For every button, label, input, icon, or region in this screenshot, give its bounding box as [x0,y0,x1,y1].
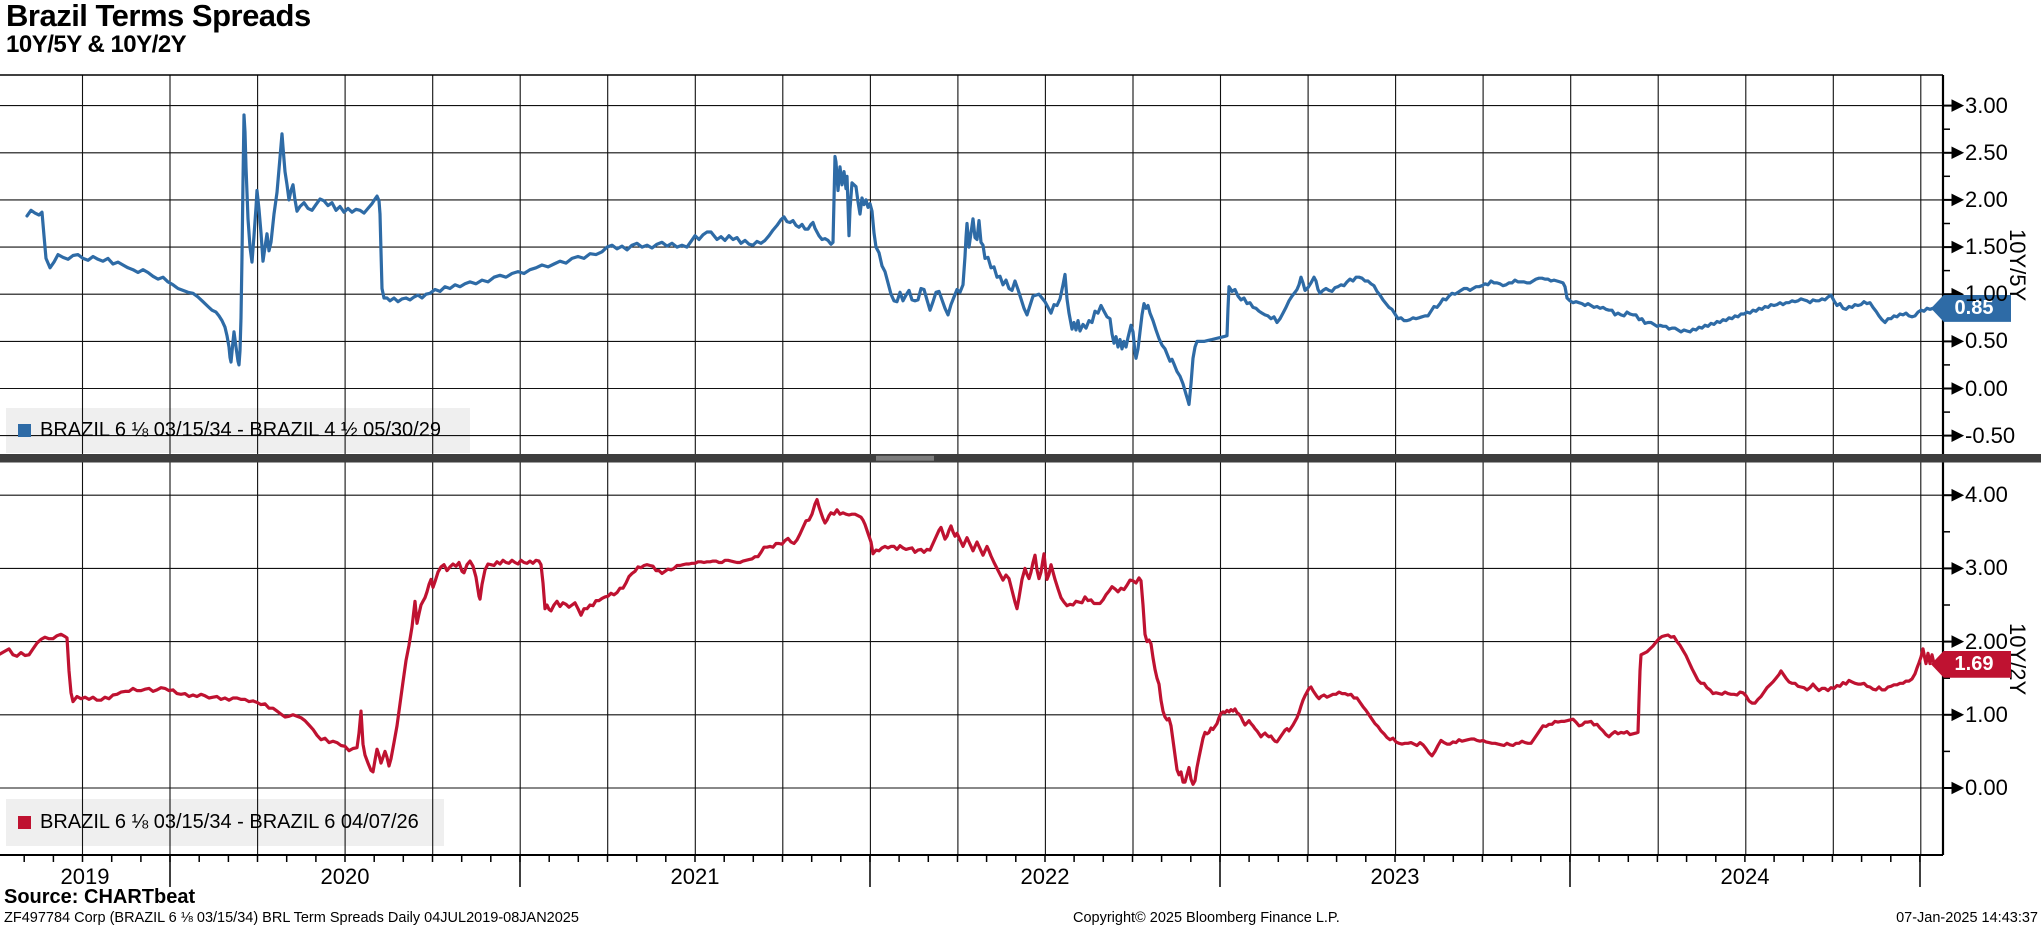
red-series-swatch-icon [18,816,31,829]
gridlines [0,75,1943,855]
y-tick-label: 1.50 [1965,234,2008,260]
legend-10y5y[interactable]: BRAZIL 6 ⅛ 03/15/34 - BRAZIL 4 ½ 05/30/2… [14,408,445,453]
legend-10y5y-label: BRAZIL 6 ⅛ 03/15/34 - BRAZIL 4 ½ 05/30/2… [40,419,441,441]
y-tick-label: 2.00 [1965,628,2008,654]
tick-arrow-icon [1951,781,1965,795]
axis-title-10y5y: 10Y/5Y [2005,228,2030,302]
panel-divider [0,454,2041,463]
axes [0,74,1965,887]
security-info-line: ZF497784 Corp (BRAZIL 6 ⅛ 03/15/34) BRL … [4,910,579,926]
x-year-label: 2023 [1370,864,1420,889]
tick-arrow-icon [1951,708,1965,722]
y-tick-label: -0.50 [1965,422,2016,448]
copyright-label: Copyright© 2025 Bloomberg Finance L.P. [1073,910,1340,926]
y-tick-label: 0.00 [1965,775,2008,800]
tick-arrow-icon [1951,382,1965,395]
legend-background [6,408,470,453]
y-tick-label: 1.00 [1965,281,2008,307]
x-year-label: 2021 [670,864,720,889]
tick-arrow-icon [1951,488,1965,502]
tick-arrow-icon [1951,335,1965,348]
tick-arrow-icon [1951,429,1965,442]
legend-10y2y[interactable]: BRAZIL 6 ⅛ 03/15/34 - BRAZIL 6 04/07/26 [14,800,423,845]
panel-divider-handle[interactable] [876,455,934,461]
legend-10y2y-label: BRAZIL 6 ⅛ 03/15/34 - BRAZIL 6 04/07/26 [40,811,419,833]
tick-arrow-icon [1951,562,1965,575]
tick-arrow-icon [1951,193,1965,207]
tick-arrow-icon [1951,240,1965,254]
timestamp-label: 07-Jan-2025 14:43:37 [1896,910,2038,926]
last-value-badge-10y2y: 1.69 [1931,650,2011,678]
series-line-10y2y [0,498,1938,786]
page-subtitle: 10Y/5Y & 10Y/2Y [6,31,187,58]
x-year-label: 2020 [320,864,370,889]
blue-series-swatch-icon [18,424,31,437]
series-line-10y5y [25,113,1938,407]
source-label: Source: CHARTbeat [4,886,196,908]
y-tick-label: 2.50 [1965,139,2008,165]
y-tick-label: 1.00 [1965,701,2008,727]
y-tick-label: 0.00 [1965,375,2008,401]
x-year-label: 2022 [1020,864,1070,889]
last-value-badge-10y5y: 0.85 [1931,294,2011,322]
x-year-label: 2019 [60,864,110,889]
tick-arrow-icon [1951,99,1965,112]
legend-background [6,799,444,846]
tick-arrow-icon [1951,635,1965,648]
y-tick-label: 2.00 [1965,186,2008,212]
y-tick-label: 3.00 [1965,555,2008,581]
x-year-label: 2024 [1720,864,1770,889]
y-tick-label: 4.00 [1965,482,2008,508]
page-title: Brazil Terms Spreads [6,0,311,33]
y-tick-label: 0.50 [1965,328,2008,354]
tick-arrow-icon [1951,146,1965,160]
y-tick-label: 3.00 [1965,92,2008,118]
